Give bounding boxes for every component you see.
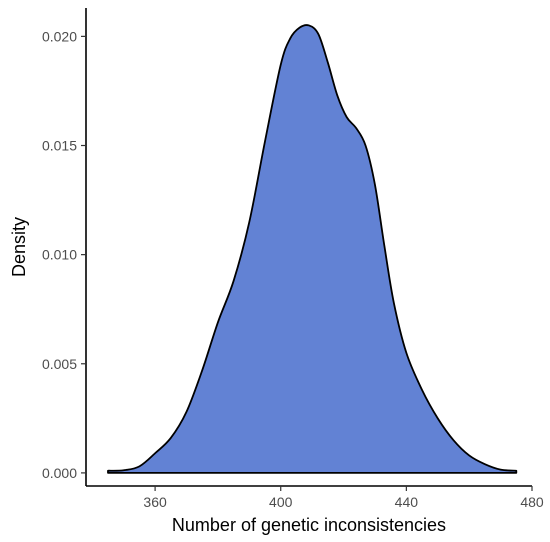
y-axis-ticks: 0.000 0.005 0.010 0.015 0.020 (42, 28, 86, 481)
density-area (107, 24, 518, 474)
y-tick-label: 0.020 (42, 28, 77, 44)
x-tick-label: 480 (520, 494, 544, 510)
plot-area (107, 24, 518, 474)
y-axis-title: Density (9, 217, 29, 277)
y-tick-label: 0.010 (42, 247, 77, 263)
x-axis-ticks: 360 400 440 480 (143, 486, 544, 510)
x-tick-label: 400 (269, 494, 293, 510)
y-tick-label: 0.000 (42, 465, 77, 481)
x-tick-label: 440 (395, 494, 419, 510)
x-axis-title: Number of genetic inconsistencies (172, 515, 446, 535)
y-tick-label: 0.015 (42, 138, 77, 154)
y-tick-label: 0.005 (42, 356, 77, 372)
x-tick-label: 360 (143, 494, 167, 510)
